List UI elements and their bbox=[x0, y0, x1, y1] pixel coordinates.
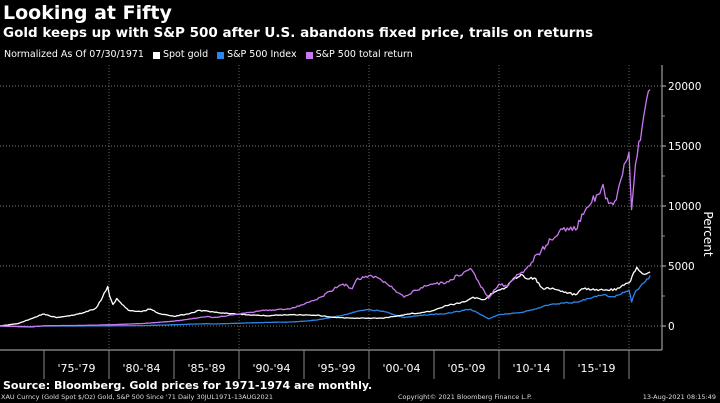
y-tick-label: 10000 bbox=[668, 201, 701, 213]
series-line-spot-gold bbox=[0, 266, 651, 327]
x-tick-label: '15-'19 bbox=[577, 362, 615, 375]
source-note: Source: Bloomberg. Gold prices for 1971-… bbox=[3, 379, 373, 392]
x-tick-label: '95-'99 bbox=[317, 362, 355, 375]
legend-label: S&P 500 Index bbox=[227, 49, 297, 60]
axes: 0 5000 10000 15000 20000 '75-'79 '80-'84 '85-'8… bbox=[0, 65, 701, 379]
x-tick-label: '90-'94 bbox=[252, 362, 290, 375]
legend-item-spot-gold[interactable]: Spot gold bbox=[152, 49, 209, 61]
x-tick-label: '00-'04 bbox=[382, 362, 420, 375]
series-line-s-p-500-index bbox=[0, 275, 651, 328]
legend-item-sp500-total-return[interactable]: S&P 500 total return bbox=[305, 49, 413, 61]
legend-note: Normalized As Of 07/30/1971 bbox=[4, 49, 144, 60]
x-tick-label: '80-'84 bbox=[122, 362, 160, 375]
y-tick-label: 0 bbox=[668, 321, 675, 333]
gridlines bbox=[0, 65, 662, 350]
legend-swatch-spot-gold bbox=[152, 51, 160, 59]
legend-label: Spot gold bbox=[162, 49, 209, 60]
y-tick-label: 5000 bbox=[668, 261, 695, 273]
timestamp: 13-Aug-2021 08:15:49 bbox=[642, 393, 716, 401]
y-axis-label: Percent bbox=[701, 211, 715, 256]
y-tick-label: 20000 bbox=[668, 81, 701, 93]
x-tick-label: '85-'89 bbox=[187, 362, 225, 375]
legend-swatch-sp500-index bbox=[217, 51, 225, 59]
x-tick-label: '10-'14 bbox=[512, 362, 550, 375]
legend-item-sp500-index[interactable]: S&P 500 Index bbox=[217, 49, 297, 61]
legend-swatch-sp500-total-return bbox=[305, 51, 313, 59]
series-line-s-p-500-total-return bbox=[0, 89, 651, 328]
chart-title: Looking at Fifty bbox=[3, 2, 172, 24]
y-tick-label: 15000 bbox=[668, 141, 701, 153]
chart-subtitle: Gold keeps up with S&P 500 after U.S. ab… bbox=[3, 25, 593, 41]
legend-label: S&P 500 total return bbox=[315, 49, 413, 60]
x-tick-label: '75-'79 bbox=[57, 362, 95, 375]
ticker-info: XAU Curncy (Gold Spot $/Oz) Gold, S&P 50… bbox=[1, 393, 273, 401]
copyright: Copyright© 2021 Bloomberg Finance L.P. bbox=[398, 393, 532, 401]
legend: Normalized As Of 07/30/1971 Spot gold S&… bbox=[4, 49, 413, 61]
x-tick-label: '05-'09 bbox=[447, 362, 485, 375]
series-lines bbox=[0, 89, 651, 328]
